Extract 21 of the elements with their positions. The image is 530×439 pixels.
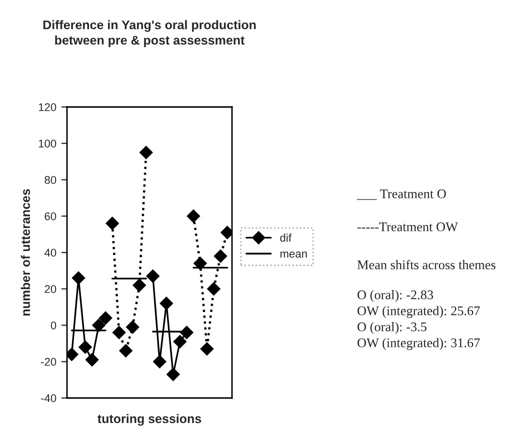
y-tick-label: -40 bbox=[41, 394, 56, 402]
text: Mean shifts across themes bbox=[357, 260, 496, 270]
text: O (oral): -3.5 bbox=[358, 322, 426, 334]
text: OW (integrated): 25.67 bbox=[358, 306, 480, 318]
y-tick-label: 20 bbox=[44, 285, 56, 294]
y-tick-label: 40 bbox=[44, 248, 56, 257]
legend-label: mean bbox=[280, 252, 307, 258]
text: -----Treatment OW bbox=[357, 222, 458, 232]
chart-title: Difference in Yang's oral production between pre & post assessment bbox=[43, 20, 256, 48]
y-tick-label: 60 bbox=[44, 212, 56, 220]
y-tick-label: 0 bbox=[50, 322, 56, 330]
x-axis-title: tutoring sessions bbox=[98, 414, 202, 426]
legend-label: dif bbox=[280, 234, 292, 242]
text: OW (integrated): 31.67 bbox=[358, 338, 480, 350]
y-tick-label: 100 bbox=[38, 140, 56, 148]
y-tick-label: 120 bbox=[38, 103, 56, 112]
text: ___ Treatment O bbox=[356, 189, 446, 200]
y-tick-label: 80 bbox=[44, 176, 56, 184]
y-axis-title: number of utterances bbox=[20, 189, 30, 316]
y-tick-label: -20 bbox=[41, 358, 56, 366]
text: O (oral): -2.83 bbox=[358, 290, 434, 302]
